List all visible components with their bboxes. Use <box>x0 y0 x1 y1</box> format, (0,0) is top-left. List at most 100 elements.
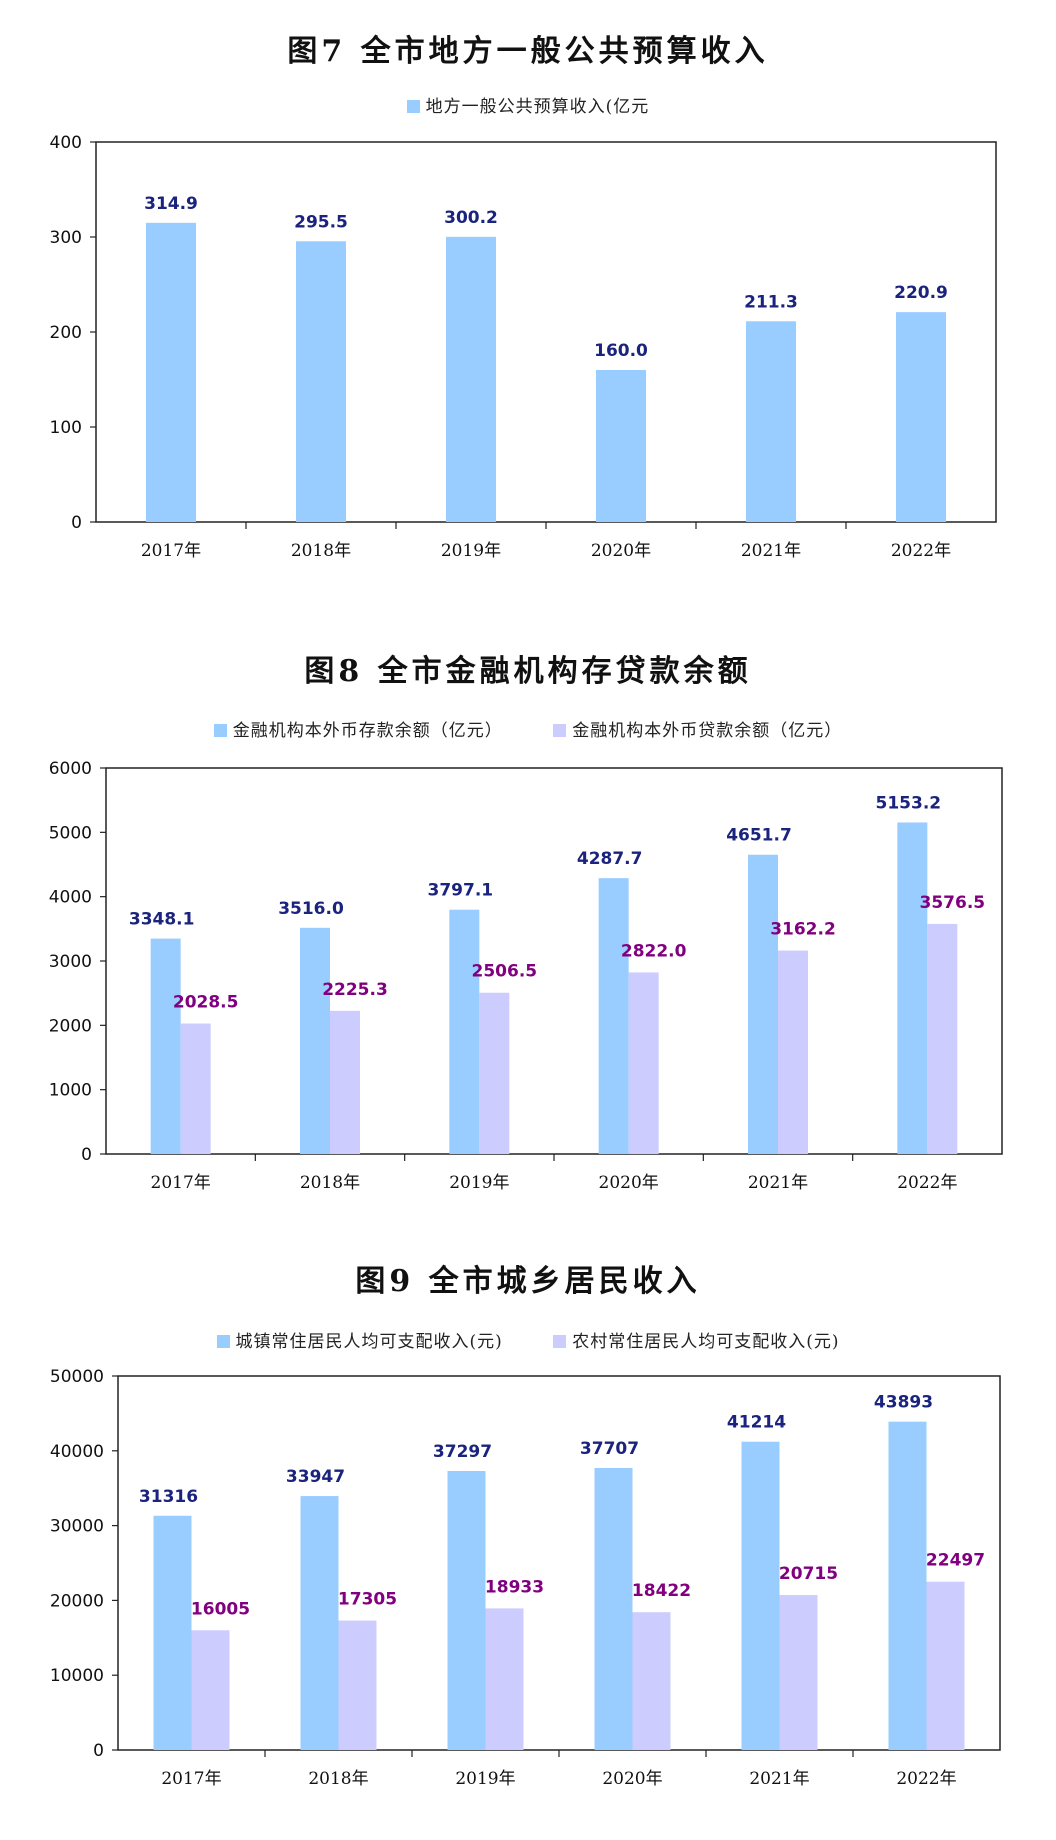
y-tick-label: 40000 <box>50 1442 104 1462</box>
x-tick-label: 2020年 <box>602 1769 662 1789</box>
bar <box>150 938 181 1154</box>
x-tick-label: 2022年 <box>891 541 951 561</box>
bar <box>485 1608 524 1750</box>
bar <box>888 1421 927 1750</box>
chart-title: 图8 全市金融机构存贷款余额 <box>304 654 752 689</box>
data-label: 295.5 <box>294 212 348 232</box>
x-tick-label: 2022年 <box>897 1173 957 1193</box>
data-label: 220.9 <box>894 283 948 303</box>
data-label: 2822.0 <box>621 941 687 961</box>
legend-label: 地方一般公共预算收入(亿元 <box>425 97 650 117</box>
x-tick-label: 2022年 <box>896 1769 956 1789</box>
x-tick-label: 2018年 <box>308 1769 368 1789</box>
legend-swatch <box>406 100 420 113</box>
y-tick-label: 0 <box>81 1145 92 1165</box>
bar <box>778 950 808 1154</box>
y-tick-label: 400 <box>50 133 82 153</box>
bar-chart-resident-income: 0 10000 20000 30000 40000 50000 2017年 31316 1600… <box>50 1367 1001 1789</box>
data-label: 43893 <box>874 1393 933 1413</box>
bar <box>926 1581 965 1750</box>
data-label: 4651.7 <box>726 826 792 846</box>
legend-swatch <box>553 1335 567 1348</box>
legend-item: 农村常住居民人均可支配收入(元) <box>553 1327 839 1352</box>
legend-item: 地方一般公共预算收入(亿元 <box>406 92 650 117</box>
data-label: 3348.1 <box>129 910 195 930</box>
x-tick-label: 2018年 <box>291 541 351 561</box>
y-tick-label: 2000 <box>49 1016 92 1036</box>
bar <box>927 923 958 1154</box>
data-label: 2028.5 <box>173 992 239 1012</box>
plot-frame <box>117 1375 1001 1751</box>
bar <box>446 236 496 522</box>
y-tick-label: 0 <box>93 1741 104 1761</box>
bar-chart-deposits-loans: 0 1000 2000 3000 4000 5000 6000 2017年 3348.1 2028… <box>49 759 1003 1193</box>
legend-item: 城镇常住居民人均可支配收入(元) <box>216 1327 503 1352</box>
data-label: 31316 <box>139 1487 198 1507</box>
bar <box>779 1595 818 1750</box>
data-label: 314.9 <box>144 194 198 214</box>
bar <box>741 1441 780 1750</box>
bar <box>146 222 196 522</box>
bar <box>449 909 480 1154</box>
y-tick-label: 3000 <box>49 952 92 972</box>
bar <box>598 878 629 1154</box>
data-label: 4287.7 <box>577 849 643 869</box>
data-label: 18422 <box>632 1581 691 1601</box>
chart-legend: 地方一般公共预算收入(亿元 <box>0 92 1056 117</box>
bar <box>180 1023 211 1154</box>
data-label: 5153.2 <box>876 793 942 813</box>
bar-chart-budget-revenue: 0 100 200 300 400 2017年 314.9 2018年 295.5 2019年 30… <box>50 133 997 561</box>
data-label: 33947 <box>286 1467 345 1487</box>
x-tick-label: 2021年 <box>741 541 801 561</box>
y-tick-label: 4000 <box>49 888 92 908</box>
x-tick-label: 2019年 <box>449 1173 509 1193</box>
y-tick-label: 50000 <box>50 1367 104 1387</box>
bar <box>628 972 659 1154</box>
data-label: 20715 <box>779 1564 838 1584</box>
data-label: 22497 <box>926 1551 985 1571</box>
x-tick-label: 2021年 <box>749 1769 809 1789</box>
legend-swatch <box>553 724 567 737</box>
data-label: 3516.0 <box>278 899 344 919</box>
x-tick-label: 2018年 <box>300 1173 360 1193</box>
y-tick-label: 0 <box>71 513 82 533</box>
bar <box>447 1471 486 1750</box>
bar <box>153 1515 192 1750</box>
bar <box>479 992 510 1154</box>
plot-frame <box>105 767 1003 1155</box>
chart-legend: 金融机构本外币存款余额（亿元） 金融机构本外币贷款余额（亿元） <box>0 716 1056 741</box>
x-tick-label: 2020年 <box>591 541 651 561</box>
bar <box>896 312 946 522</box>
data-label: 3576.5 <box>920 893 986 913</box>
y-tick-label: 100 <box>50 418 82 438</box>
y-tick-label: 300 <box>50 228 82 248</box>
bar <box>897 822 928 1154</box>
legend-item: 金融机构本外币存款余额（亿元） <box>213 716 503 741</box>
y-tick-label: 10000 <box>50 1666 104 1686</box>
chart-title: 图7 全市地方一般公共预算收入 <box>287 34 769 69</box>
plot-frame <box>95 141 997 523</box>
data-label: 300.2 <box>444 208 498 228</box>
bar <box>632 1612 671 1750</box>
x-tick-label: 2019年 <box>441 541 501 561</box>
y-tick-label: 30000 <box>50 1517 104 1537</box>
y-tick-label: 6000 <box>49 759 92 779</box>
legend-swatch <box>213 724 227 737</box>
legend-swatch <box>216 1335 230 1348</box>
data-label: 41214 <box>727 1413 786 1433</box>
legend-label: 金融机构本外币贷款余额（亿元） <box>572 721 843 741</box>
legend-item: 金融机构本外币贷款余额（亿元） <box>553 716 842 741</box>
y-tick-label: 1000 <box>49 1081 92 1101</box>
bar <box>594 1467 633 1750</box>
legend-label: 金融机构本外币存款余额（亿元） <box>232 721 503 741</box>
data-label: 2225.3 <box>322 980 388 1000</box>
x-tick-label: 2017年 <box>161 1769 221 1789</box>
y-tick-label: 20000 <box>50 1591 104 1611</box>
bar <box>330 1010 360 1154</box>
data-label: 211.3 <box>744 292 798 312</box>
x-tick-label: 2020年 <box>599 1173 659 1193</box>
x-tick-label: 2021年 <box>748 1173 808 1193</box>
bar <box>300 1496 339 1750</box>
chart-title: 图9 全市城乡居民收入 <box>355 1264 701 1299</box>
x-tick-label: 2017年 <box>151 1173 211 1193</box>
